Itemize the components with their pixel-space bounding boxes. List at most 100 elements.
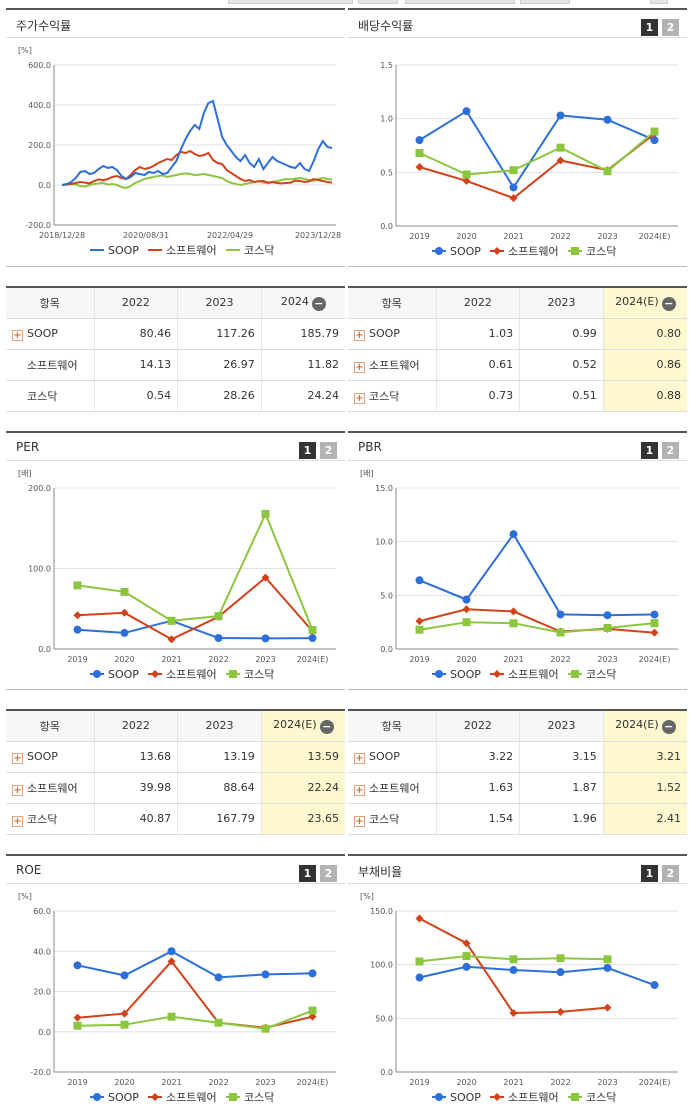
- tab-2-button[interactable]: 2: [320, 442, 337, 459]
- table-row: + SOOP 1.03 0.99 0.80: [348, 318, 687, 350]
- series-line-SOOP: [419, 965, 655, 987]
- tab-2-button[interactable]: 2: [320, 865, 337, 882]
- table-cell: 13.68: [94, 741, 179, 773]
- data-point: [415, 576, 424, 585]
- tab-1-button[interactable]: 1: [299, 442, 316, 459]
- table-cell: 0.99: [519, 318, 604, 350]
- data-point: [167, 1012, 176, 1021]
- legend-label: SOOP: [450, 245, 481, 258]
- x-tick-label: 2019: [67, 655, 87, 664]
- expand-plus-icon[interactable]: +: [12, 329, 23, 341]
- x-tick-label: 2021: [503, 655, 523, 664]
- row-name-cell: + 코스닥: [348, 803, 437, 835]
- row-name: 소프트웨어: [369, 358, 420, 372]
- data-point: [415, 136, 424, 145]
- table-cell: 13.19: [177, 741, 262, 773]
- row-name: 코스닥: [27, 812, 58, 826]
- data-point: [308, 969, 317, 978]
- collapse-minus-icon[interactable]: −: [319, 719, 334, 734]
- x-tick-label: 2020: [456, 655, 476, 664]
- x-tick-label: 2020/08/31: [123, 231, 169, 240]
- data-point: [462, 605, 471, 614]
- table-cell: 1.03: [436, 318, 521, 350]
- tab-2-button[interactable]: 2: [662, 19, 679, 36]
- unit-label: [%]: [18, 892, 32, 901]
- y-tick-label: -200.0: [25, 221, 51, 230]
- data-point: [556, 954, 565, 963]
- data-point: [73, 581, 82, 590]
- legend-marker: [229, 670, 237, 678]
- data-point: [650, 628, 659, 637]
- tab-1-button[interactable]: 1: [299, 865, 316, 882]
- table-row: + 코스닥 0.73 0.51 0.88: [348, 380, 687, 412]
- x-tick-label: 2024(E): [297, 655, 329, 664]
- data-point: [73, 611, 82, 620]
- data-point: [167, 957, 176, 966]
- data-point: [214, 1018, 223, 1027]
- x-tick-label: 2024(E): [297, 1078, 329, 1087]
- expand-plus-icon[interactable]: +: [12, 784, 23, 796]
- expand-plus-icon[interactable]: +: [354, 815, 365, 827]
- expand-plus-icon[interactable]: +: [354, 392, 365, 404]
- data-point: [120, 1009, 129, 1018]
- table-cell: 0.88: [603, 380, 687, 412]
- table-header-last: 2024−: [261, 287, 345, 319]
- table-header: 2023: [177, 287, 262, 319]
- expand-plus-icon[interactable]: +: [12, 752, 23, 764]
- data-point: [650, 127, 659, 136]
- x-tick-label: 2024(E): [639, 655, 671, 664]
- tab-2-button[interactable]: 2: [662, 442, 679, 459]
- table-cell: 0.51: [519, 380, 604, 412]
- divider: [6, 689, 345, 690]
- table-header-label: 2024(E): [615, 294, 659, 308]
- data-point: [462, 952, 471, 961]
- unit-label: [배]: [18, 469, 32, 478]
- x-tick-label: 2023: [597, 1078, 617, 1087]
- table-header: 항목: [6, 287, 95, 319]
- table-cell: 88.64: [177, 772, 262, 804]
- tab-1-button[interactable]: 1: [641, 19, 658, 36]
- expand-plus-icon[interactable]: +: [354, 784, 365, 796]
- table-cell: 2.41: [603, 803, 687, 835]
- x-tick-label: 2022: [550, 655, 570, 664]
- table-row: 소프트웨어 14.13 26.97 11.82: [6, 349, 345, 381]
- x-tick-label: 2023: [597, 655, 617, 664]
- legend-label: 소프트웨어: [166, 244, 217, 257]
- x-tick-label: 2022: [208, 655, 228, 664]
- expand-plus-icon[interactable]: +: [354, 752, 365, 764]
- data-point: [556, 610, 565, 619]
- row-name-cell: + 코스닥: [6, 803, 95, 835]
- table-cell: 1.52: [603, 772, 687, 804]
- legend-marker: [571, 1093, 579, 1101]
- table-row: + SOOP 80.46 117.26 185.79: [6, 318, 345, 350]
- collapse-minus-icon[interactable]: −: [311, 296, 326, 311]
- table-cell: 1.63: [436, 772, 521, 804]
- tab-1-button[interactable]: 1: [641, 865, 658, 882]
- tab-1-button[interactable]: 1: [641, 442, 658, 459]
- legend-marker: [229, 1093, 237, 1101]
- collapse-minus-icon[interactable]: −: [661, 296, 676, 311]
- expand-plus-icon[interactable]: +: [354, 361, 365, 373]
- expand-plus-icon[interactable]: +: [354, 329, 365, 341]
- panel-title: ROE: [16, 863, 42, 877]
- series-line-소프트웨어: [77, 959, 313, 1029]
- row-name: 소프트웨어: [369, 781, 420, 795]
- collapse-minus-icon[interactable]: −: [661, 719, 676, 734]
- y-tick-label: 200.0: [28, 141, 51, 150]
- expand-plus-icon[interactable]: +: [12, 815, 23, 827]
- panel-title: PER: [16, 440, 40, 454]
- tab-2-button[interactable]: 2: [662, 865, 679, 882]
- data-point: [261, 1024, 270, 1033]
- data-point: [462, 939, 471, 948]
- data-point: [603, 623, 612, 632]
- x-tick-label: 2019: [409, 1078, 429, 1087]
- table-header: 2023: [519, 710, 604, 742]
- data-point: [308, 1006, 317, 1015]
- data-point: [214, 612, 223, 621]
- table-cell: 3.21: [603, 741, 687, 773]
- legend-marker: [435, 247, 443, 255]
- roe-chart: [%]60.0 40.0 20.0 0.0 -20.0 2019 2020 2021 2022 2…: [18, 892, 336, 1104]
- data-point: [509, 619, 518, 628]
